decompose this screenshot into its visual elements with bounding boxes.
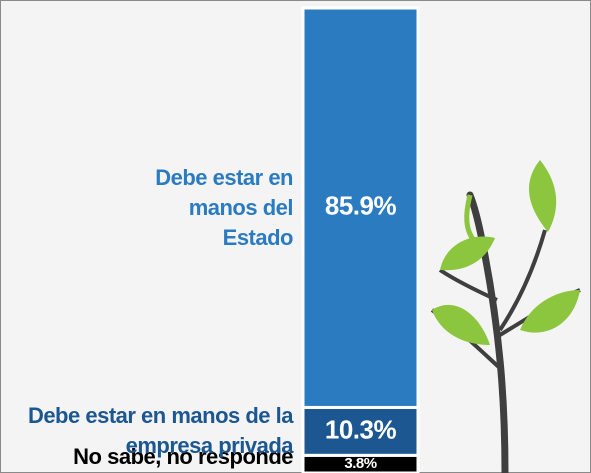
value-label: 10.3% [325, 414, 397, 444]
value-label: 3.8% [344, 455, 376, 472]
page: 3.8%10.3%85.9% (() => { const data = JSO… [0, 0, 591, 473]
value-label: 85.9% [325, 191, 397, 221]
category-label: Debe estar en manos del Estado [118, 163, 293, 253]
category-label: Debe estar en manos de la empresa privad… [3, 401, 293, 461]
plant-icon [432, 160, 580, 473]
